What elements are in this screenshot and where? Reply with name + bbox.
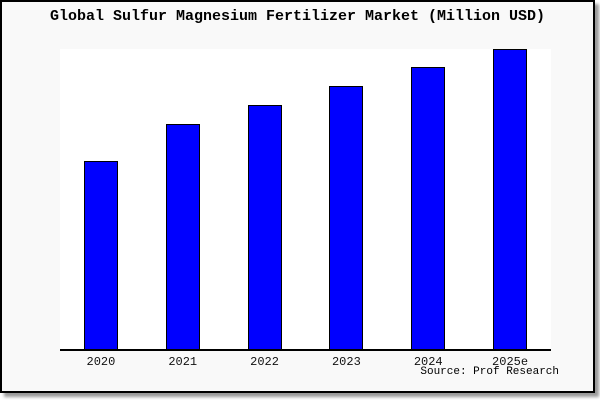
x-tick-label-2022: 2022: [250, 355, 279, 369]
bar-2023: [329, 86, 364, 349]
x-tick-label-2021: 2021: [168, 355, 198, 369]
bar-2020: [83, 161, 118, 349]
chart-title: Global Sulfur Magnesium Fertilizer Marke…: [49, 8, 546, 25]
x-axis-labels: 2020 2021 2022 2023 2024 2025e: [60, 355, 551, 369]
chart-card: Global Sulfur Magnesium Fertilizer Marke…: [0, 0, 595, 393]
source-credit: Source: Prof Research: [420, 366, 559, 378]
x-tick-label-2023: 2023: [331, 355, 361, 369]
bar-2024: [411, 67, 446, 349]
x-tick-label-2025e: 2025e: [492, 355, 529, 369]
bar-2025e: [493, 49, 528, 349]
plot-area: [60, 49, 551, 351]
x-tick-label-2024: 2024: [413, 355, 443, 369]
bar-2021: [165, 124, 200, 349]
bar-2022: [247, 105, 282, 349]
x-tick-label-2020: 2020: [86, 355, 116, 369]
